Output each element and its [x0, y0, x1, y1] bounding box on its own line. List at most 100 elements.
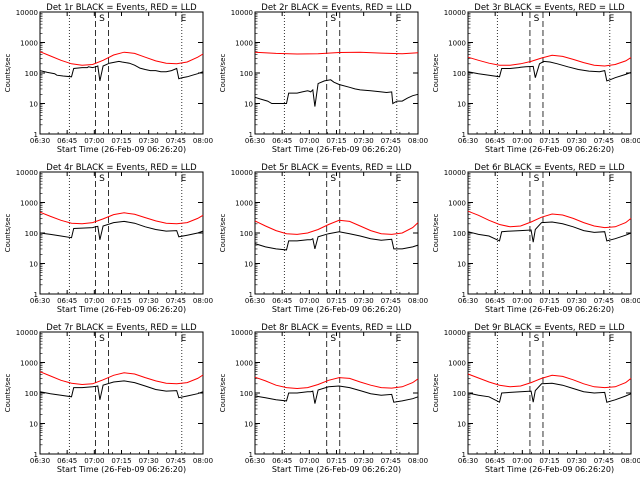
y-tick-label: 100: [240, 70, 253, 78]
x-tick-label: 07:45: [381, 457, 401, 465]
y-tick-label: 10: [457, 101, 466, 109]
y-axis-label: Counts/sec: [219, 54, 227, 93]
y-tick-label: 10000: [231, 329, 253, 337]
chart-panel-8: Det 8r BLACK = Events, RED = LLD 06:30 06:…: [219, 323, 428, 474]
x-tick-label: 07:15: [539, 457, 559, 465]
plot-frame: [467, 171, 632, 295]
x-axis-label: Start Time (26-Feb-09 06:26:20): [485, 145, 614, 154]
end-marker: E: [609, 174, 615, 184]
x-tick-label: 07:30: [354, 137, 374, 145]
y-tick-label: 10000: [16, 169, 38, 177]
y-tick-label: 10: [457, 421, 466, 429]
x-tick-label: 06:30: [30, 457, 50, 465]
x-tick-label: 07:45: [381, 297, 401, 305]
y-tick-label: 1000: [20, 360, 38, 368]
x-axis-label: Start Time (26-Feb-09 06:26:20): [57, 145, 186, 154]
x-tick-label: 08:00: [408, 297, 428, 305]
chart-panel-2: Det 2r BLACK = Events, RED = LLD 06:30 06:…: [219, 3, 428, 154]
x-tick-label: 07:15: [111, 297, 131, 305]
lld-series-line: [467, 210, 632, 229]
end-marker: E: [181, 174, 187, 184]
x-tick-label: 08:00: [408, 457, 428, 465]
lld-series-line: [467, 373, 632, 389]
y-tick-label: 100: [453, 230, 466, 238]
y-tick-label: 1000: [235, 40, 253, 48]
end-marker: E: [181, 14, 187, 24]
y-tick-label: 1000: [448, 360, 466, 368]
chart-panel-6: Det 6r BLACK = Events, RED = LLD 06:30 06:…: [432, 163, 640, 314]
chart-panel-5: Det 5r BLACK = Events, RED = LLD 06:30 06:…: [219, 163, 428, 314]
events-series-line: [39, 380, 204, 400]
x-tick-label: 07:30: [139, 297, 159, 305]
x-tick-label: 08:00: [621, 137, 640, 145]
lld-series-line: [39, 51, 204, 66]
plot-frame: [467, 331, 632, 455]
y-tick-label: 10000: [231, 169, 253, 177]
y-tick-label: 100: [240, 230, 253, 238]
end-marker: E: [396, 174, 402, 184]
end-marker: E: [181, 334, 187, 344]
x-tick-label: 06:45: [272, 297, 292, 305]
x-axis-label: Start Time (26-Feb-09 06:26:20): [485, 305, 614, 314]
start-marker: S: [534, 334, 540, 344]
lld-series-line: [254, 376, 419, 390]
plot-frame: [39, 171, 204, 295]
events-series-line: [254, 79, 419, 107]
x-tick-label: 06:45: [485, 457, 505, 465]
start-marker: S: [330, 334, 336, 344]
x-tick-label: 06:45: [485, 297, 505, 305]
x-tick-label: 07:30: [567, 297, 587, 305]
x-tick-label: 06:30: [458, 297, 478, 305]
x-tick-label: 07:15: [326, 297, 346, 305]
y-axis-label: Counts/sec: [4, 54, 12, 93]
y-tick-label: 10: [29, 261, 38, 269]
chart-panel-9: Det 9r BLACK = Events, RED = LLD 06:30 06:…: [432, 323, 640, 474]
x-tick-label: 07:30: [354, 297, 374, 305]
y-tick-label: 10000: [444, 169, 466, 177]
lld-series-line: [254, 51, 419, 55]
x-tick-label: 07:00: [512, 297, 532, 305]
x-tick-label: 06:30: [245, 457, 265, 465]
events-series-line: [467, 221, 632, 243]
end-marker: E: [396, 14, 402, 24]
y-tick-label: 1: [249, 291, 253, 299]
x-tick-label: 06:45: [272, 137, 292, 145]
chart-title: Det 6r BLACK = Events, RED = LLD: [474, 163, 625, 173]
x-axis-label: Start Time (26-Feb-09 06:26:20): [485, 465, 614, 474]
plot-frame: [254, 171, 419, 295]
end-marker: E: [609, 14, 615, 24]
y-tick-label: 10: [29, 101, 38, 109]
x-tick-label: 07:45: [594, 297, 614, 305]
events-series-line: [254, 385, 419, 404]
events-series-line: [39, 60, 204, 82]
y-tick-label: 10000: [16, 9, 38, 17]
plot-frame: [39, 331, 204, 455]
x-axis-label: Start Time (26-Feb-09 06:26:20): [57, 465, 186, 474]
x-axis-label: Start Time (26-Feb-09 06:26:20): [272, 305, 401, 314]
y-tick-label: 100: [453, 390, 466, 398]
y-tick-label: 10: [457, 261, 466, 269]
x-tick-label: 06:30: [30, 137, 50, 145]
y-tick-label: 1: [249, 131, 253, 139]
y-axis-label: Counts/sec: [4, 374, 12, 413]
start-marker: S: [534, 174, 540, 184]
x-tick-label: 06:30: [245, 297, 265, 305]
chart-title: Det 8r BLACK = Events, RED = LLD: [261, 323, 412, 333]
chart-title: Det 5r BLACK = Events, RED = LLD: [261, 163, 412, 173]
y-tick-label: 1: [462, 291, 466, 299]
x-tick-label: 07:15: [539, 297, 559, 305]
x-tick-label: 07:30: [139, 137, 159, 145]
chart-title: Det 2r BLACK = Events, RED = LLD: [261, 3, 412, 13]
x-tick-label: 07:45: [594, 457, 614, 465]
y-tick-label: 10000: [16, 329, 38, 337]
x-tick-label: 06:30: [245, 137, 265, 145]
x-tick-label: 07:30: [567, 457, 587, 465]
y-tick-label: 1000: [235, 200, 253, 208]
x-tick-label: 06:30: [458, 137, 478, 145]
y-tick-label: 1000: [235, 360, 253, 368]
x-axis-label: Start Time (26-Feb-09 06:26:20): [272, 465, 401, 474]
y-tick-label: 1: [34, 131, 38, 139]
x-tick-label: 07:00: [299, 137, 319, 145]
x-tick-label: 06:45: [57, 137, 77, 145]
